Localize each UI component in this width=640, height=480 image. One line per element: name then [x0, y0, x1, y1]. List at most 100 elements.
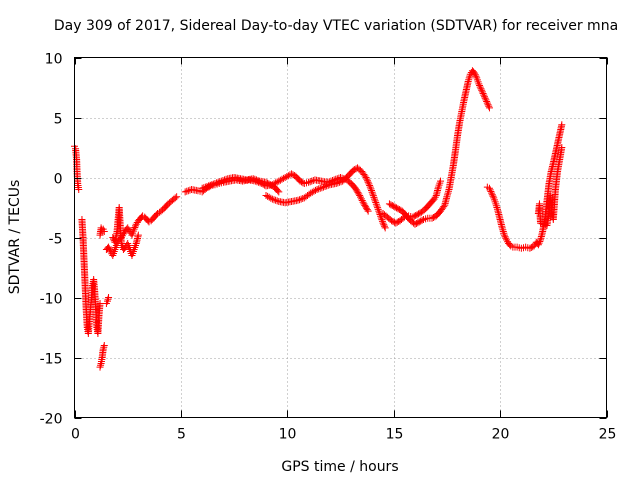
data-point — [249, 175, 257, 183]
data-point — [392, 219, 400, 227]
data-point — [498, 224, 506, 232]
data-point — [488, 189, 496, 197]
data-point — [306, 178, 314, 186]
data-point — [268, 182, 276, 189]
data-point — [262, 192, 270, 199]
data-point — [337, 178, 345, 186]
data-point — [198, 184, 206, 192]
data-point — [500, 229, 508, 237]
data-point — [214, 178, 222, 186]
data-point — [352, 186, 360, 194]
x-axis-label: GPS time / hours — [281, 459, 398, 475]
data-point — [502, 234, 510, 242]
data-point — [217, 177, 225, 185]
data-point — [275, 177, 283, 185]
data-point — [388, 217, 396, 225]
data-point — [209, 180, 217, 188]
x-tick-label: 15 — [386, 427, 404, 443]
data-point — [367, 185, 375, 193]
x-tick-label: 25 — [599, 427, 617, 443]
data-point — [313, 186, 321, 193]
data-point — [297, 195, 305, 203]
data-point — [370, 193, 378, 201]
data-point — [310, 187, 318, 195]
y-tick-label: 5 — [54, 112, 63, 128]
data-point — [378, 217, 386, 225]
data-point — [99, 345, 107, 353]
data-point — [284, 172, 292, 180]
data-point — [308, 188, 316, 196]
data-point — [361, 172, 369, 180]
data-point — [289, 171, 297, 179]
data-point — [472, 72, 480, 80]
data-point — [288, 170, 296, 178]
data-point — [535, 239, 543, 247]
x-tick-label: 10 — [279, 427, 297, 443]
data-point — [492, 202, 500, 210]
data-point — [444, 187, 452, 195]
data-point — [488, 191, 496, 199]
data-point — [365, 180, 373, 188]
data-point — [380, 221, 388, 229]
data-point — [359, 198, 367, 206]
data-point — [355, 190, 363, 198]
data-point — [481, 94, 489, 102]
data-point — [264, 192, 272, 200]
data-point — [381, 224, 389, 232]
y-tick-label: 0 — [54, 172, 63, 188]
data-point — [100, 342, 108, 349]
data-point — [390, 202, 398, 210]
data-point — [266, 181, 274, 189]
data-point — [372, 200, 380, 208]
data-point — [394, 205, 402, 213]
data-point — [534, 241, 542, 249]
data-point — [378, 216, 386, 224]
data-point — [437, 177, 445, 185]
data-point — [480, 91, 488, 99]
data-point — [499, 228, 507, 235]
data-point — [222, 175, 230, 183]
data-point — [273, 197, 281, 205]
data-point — [334, 179, 342, 187]
data-point — [338, 174, 346, 182]
data-point — [537, 219, 545, 227]
y-tick-label: 10 — [45, 52, 63, 68]
data-point — [219, 177, 227, 184]
data-point — [105, 294, 113, 301]
data-point — [391, 203, 399, 211]
axis-ticks: 0 5 10 15 20 25 -20 -15 -10 -5 0 5 10 — [40, 52, 617, 443]
data-point — [363, 175, 371, 183]
data-point — [478, 86, 486, 94]
data-point — [477, 85, 485, 93]
chart-title: Day 309 of 2017, Sidereal Day-to-day VTE… — [53, 18, 619, 34]
data-point — [558, 121, 566, 129]
data-point — [476, 83, 484, 91]
data-point — [296, 177, 304, 185]
data-point — [335, 178, 343, 186]
y-axis-label: SDTVAR / TECUs — [7, 180, 23, 295]
data-point — [96, 363, 104, 371]
data-point — [105, 245, 113, 253]
data-point — [125, 226, 133, 234]
data-point — [373, 202, 381, 210]
data-point — [75, 186, 83, 193]
data-point — [368, 187, 376, 195]
data-point — [476, 82, 484, 89]
data-point — [254, 177, 262, 184]
data-point — [480, 93, 488, 101]
data-point — [388, 202, 396, 209]
data-point — [464, 78, 472, 85]
data-point — [307, 189, 315, 197]
data-point — [417, 217, 425, 225]
data-point — [216, 178, 224, 186]
data-point — [124, 224, 132, 232]
data-point — [173, 193, 181, 201]
y-tick-label: -15 — [40, 352, 63, 368]
data-point — [270, 196, 278, 204]
data-point — [357, 193, 365, 201]
data-point — [479, 90, 487, 97]
data-point — [540, 220, 548, 228]
data-point — [414, 219, 422, 227]
data-point — [274, 187, 282, 195]
